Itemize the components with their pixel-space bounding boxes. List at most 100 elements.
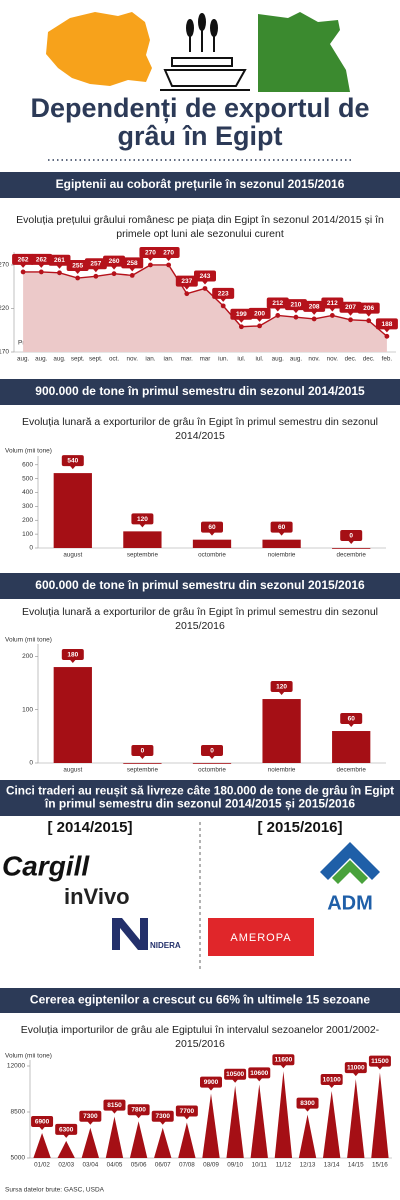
x-tick-label: 08/09 — [203, 1162, 219, 1169]
value-callout — [151, 1110, 174, 1122]
point — [129, 273, 135, 278]
value-label: 8300 — [300, 1100, 315, 1107]
bar — [332, 731, 371, 763]
period-label: [ 2014/2015] — [47, 819, 132, 836]
x-tick-label: aug. — [35, 356, 48, 363]
value-callout-pointer — [348, 723, 355, 728]
value-callout-pointer — [69, 659, 76, 664]
value-callout-pointer — [74, 270, 81, 275]
y-tick-label: 170 — [0, 349, 9, 356]
value-label: 199 — [236, 311, 247, 318]
x-tick-label: feb. — [382, 356, 393, 363]
x-tick-label: noiembrie — [268, 552, 296, 559]
value-label: 223 — [218, 290, 229, 297]
value-callout-pointer — [209, 755, 215, 759]
x-tick-label: iul. — [256, 356, 264, 363]
trader-logo-ameropa: AMEROPA — [230, 932, 291, 944]
value-callout-pointer — [347, 312, 354, 316]
y-tick-label: 270 — [0, 262, 9, 269]
value-callout — [200, 1076, 222, 1088]
value-callout-pointer — [311, 311, 318, 315]
value-callout — [272, 1054, 295, 1066]
value-callout — [55, 1123, 78, 1135]
egypt-map — [258, 12, 350, 92]
y-axis-label: Volum (mii tone) — [5, 448, 52, 455]
value-callout-pointer — [280, 1064, 287, 1069]
value-callout — [48, 254, 71, 266]
x-tick-label: aug. — [290, 356, 303, 363]
chart-title: 2015/2016 — [175, 620, 225, 632]
y-tick-label: 100 — [22, 706, 33, 713]
x-tick-label: 06/07 — [155, 1162, 171, 1169]
value-callout-pointer — [365, 313, 372, 317]
value-callout-pointer — [383, 328, 390, 333]
point — [202, 286, 208, 291]
y-tick-label: 600 — [22, 461, 33, 468]
bar — [192, 763, 232, 764]
value-label: 6300 — [59, 1126, 74, 1133]
value-callout — [270, 681, 293, 693]
value-callout — [266, 297, 289, 309]
value-callout — [12, 253, 35, 265]
point — [93, 273, 99, 279]
trader-logo-invivo: inVivo — [64, 884, 130, 909]
spike — [274, 1071, 293, 1158]
value-callout — [303, 300, 326, 312]
bar — [192, 539, 232, 548]
value-callout — [339, 301, 362, 313]
bar — [262, 699, 301, 763]
header-illustration — [46, 12, 350, 92]
trader-logo-cargill: Cargill — [2, 850, 90, 881]
value-label: 11000 — [347, 1065, 365, 1072]
value-callout — [175, 1105, 198, 1117]
value-label: 60 — [208, 524, 216, 531]
value-callout-pointer — [63, 1134, 70, 1138]
value-label: 7800 — [131, 1107, 146, 1114]
banner-text: Cinci traderi au reușit să livreze câte … — [6, 784, 394, 798]
value-callout-pointer — [274, 307, 281, 312]
y-tick-label: 0 — [29, 545, 33, 552]
y-axis-label: Volum (mii tone) — [5, 637, 52, 644]
adm-logo-mark — [320, 842, 380, 884]
value-callout-pointer — [232, 1079, 239, 1083]
value-callout-pointer — [304, 1108, 311, 1112]
ameropa-logo-box — [208, 918, 314, 956]
spike — [57, 1140, 75, 1158]
spike — [81, 1127, 100, 1158]
spike — [33, 1133, 51, 1158]
value-callout-pointer — [348, 540, 355, 544]
value-label: 8150 — [107, 1102, 122, 1109]
value-label: 212 — [327, 300, 338, 307]
trader-logo-nidera: NIDERA — [150, 941, 181, 950]
value-label: 261 — [54, 257, 65, 264]
value-callout-pointer — [238, 319, 245, 323]
section-banner — [0, 379, 400, 405]
value-callout-pointer — [159, 1121, 166, 1125]
source-note: Sursa datelor brute: GASC, USDA — [5, 1187, 105, 1194]
value-callout-pointer — [129, 267, 136, 272]
period-label: [ 2015/2016] — [257, 819, 342, 836]
x-tick-label: 02/03 — [58, 1162, 74, 1169]
value-callout — [340, 530, 363, 541]
chart-title: 2014/2015 — [175, 430, 225, 442]
chart-title: primele opt luni ale sezonului curent — [116, 228, 284, 240]
bar — [53, 473, 92, 548]
x-tick-label: ian. — [145, 356, 155, 363]
x-tick-label: decembrie — [336, 767, 366, 774]
x-tick-label: nov. — [327, 356, 339, 363]
point — [20, 269, 26, 275]
value-callout — [270, 521, 293, 533]
value-label: 120 — [137, 516, 148, 523]
section-banner — [0, 780, 400, 816]
value-callout — [103, 1099, 126, 1111]
banner-text: 900.000 de tone în primul semestru din s… — [35, 384, 365, 398]
value-callout-pointer — [165, 257, 172, 261]
value-callout-pointer — [111, 266, 118, 270]
banner-text: în primul semestru din sezonul 2014/2015… — [44, 797, 355, 811]
value-callout-pointer — [183, 286, 190, 290]
value-callout — [201, 745, 223, 756]
value-callout — [139, 246, 162, 258]
value-callout — [201, 521, 223, 533]
value-label: 208 — [309, 303, 320, 310]
value-label: 188 — [381, 321, 392, 328]
